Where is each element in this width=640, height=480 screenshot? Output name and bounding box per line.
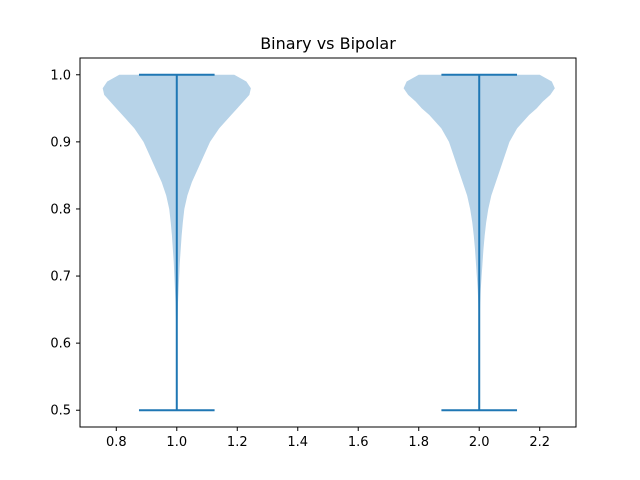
plot-area: 0.8 1.0 1.2 1.4 1.6 1.8 2.0 2.2 0.5 0.6 0.7 0.8 0.9… [50,57,577,450]
plot-frame [79,57,577,428]
y-tick-label: 0.7 [50,270,71,285]
x-tick-label: 1.2 [227,435,248,450]
y-axis: 0.5 0.6 0.7 0.8 0.9 1.0 [50,68,80,419]
y-tick-label: 0.8 [50,202,71,217]
x-tick-label: 1.8 [408,435,429,450]
x-tick-label: 2.0 [469,435,490,450]
y-tick-label: 0.5 [50,404,71,419]
chart-title: Binary vs Bipolar [260,34,396,53]
y-tick-label: 1.0 [50,68,71,83]
y-tick-label: 0.6 [50,337,71,352]
x-tick-label: 0.8 [106,435,127,450]
x-tick-label: 1.4 [287,435,308,450]
x-axis: 0.8 1.0 1.2 1.4 1.6 1.8 2.0 2.2 [106,427,550,450]
x-tick-label: 1.6 [348,435,369,450]
violins-group [102,73,555,412]
x-tick-label: 1.0 [166,435,187,450]
x-tick-label: 2.2 [529,435,550,450]
y-tick-label: 0.9 [50,135,71,150]
